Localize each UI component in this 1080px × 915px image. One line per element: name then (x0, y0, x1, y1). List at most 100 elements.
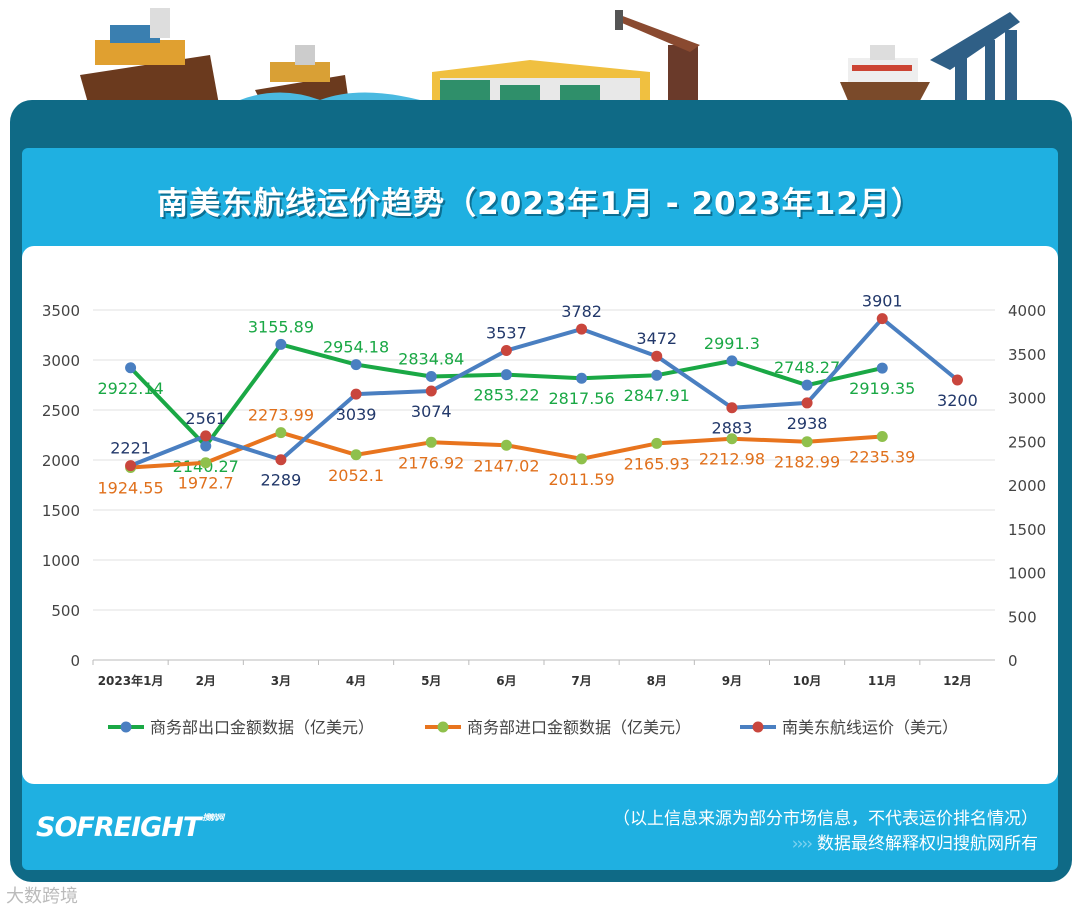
data-label: 1972.7 (178, 474, 234, 493)
data-label: 3782 (561, 302, 602, 321)
data-label: 2182.99 (774, 453, 840, 472)
legend-marker (120, 721, 132, 733)
y-left-tick-label: 3000 (42, 352, 80, 370)
watermark: 大数跨境 (6, 886, 78, 907)
chart-card (22, 246, 1058, 784)
y-right-tick-label: 3000 (1008, 390, 1046, 408)
data-label: 2165.93 (624, 454, 690, 473)
crane-icon (615, 10, 700, 110)
x-tick-label: 8月 (647, 674, 667, 688)
data-point (275, 427, 287, 439)
legend-label: 商务部进口金额数据（亿美元） (467, 718, 691, 737)
data-label: 2919.35 (849, 379, 915, 398)
data-point (801, 397, 813, 409)
y-right-tick-label: 2000 (1008, 477, 1046, 495)
data-point (801, 436, 813, 448)
data-point (576, 323, 588, 335)
data-point (425, 371, 437, 383)
cargo-ship-icon (80, 8, 220, 110)
data-point (125, 362, 137, 374)
data-label: 2817.56 (548, 389, 614, 408)
data-label: 2834.84 (398, 350, 464, 369)
y-left-tick-label: 1500 (42, 502, 80, 520)
x-tick-label: 12月 (943, 674, 972, 688)
y-left-tick-label: 1000 (42, 552, 80, 570)
legend-marker (752, 721, 764, 733)
data-point (350, 449, 362, 461)
x-tick-label: 6月 (496, 674, 516, 688)
data-point (801, 379, 813, 391)
port-crane-icon (930, 12, 1020, 110)
data-point (350, 388, 362, 400)
legend-label: 商务部出口金额数据（亿美元） (150, 718, 374, 737)
data-label: 3901 (862, 292, 903, 311)
data-label: 2883 (712, 419, 753, 438)
data-point (876, 362, 888, 374)
legend-marker (437, 721, 449, 733)
data-point (500, 369, 512, 381)
data-label: 2273.99 (248, 406, 314, 425)
data-point (726, 433, 738, 445)
data-point (651, 437, 663, 449)
data-label: 2938 (787, 414, 828, 433)
x-tick-label: 4月 (346, 674, 366, 688)
data-point (576, 453, 588, 465)
data-label: 2011.59 (548, 470, 614, 489)
x-tick-label: 9月 (722, 674, 742, 688)
y-right-tick-label: 1000 (1008, 565, 1046, 583)
data-point (125, 460, 137, 472)
y-right-tick-label: 0 (1008, 652, 1018, 670)
x-tick-label: 2月 (196, 674, 216, 688)
data-label: 2748.27 (774, 358, 840, 377)
data-point (200, 430, 212, 442)
data-point (275, 338, 287, 350)
x-tick-label: 10月 (793, 674, 822, 688)
y-left-tick-label: 500 (51, 602, 80, 620)
data-point (200, 440, 212, 452)
source-note: （以上信息来源为部分市场信息，不代表运价排名情况） (613, 809, 1038, 829)
y-left-tick-label: 3500 (42, 302, 80, 320)
data-label: 2847.91 (624, 386, 690, 405)
data-point (651, 369, 663, 381)
x-tick-label: 11月 (868, 674, 897, 688)
y-left-tick-label: 2000 (42, 452, 80, 470)
data-label: 2221 (110, 439, 151, 458)
y-right-tick-label: 2500 (1008, 433, 1046, 451)
legend-label: 南美东航线运价（美元） (782, 718, 958, 737)
data-point (651, 350, 663, 362)
arrows-icon: ›››› (791, 834, 813, 854)
data-label: 3472 (636, 329, 677, 348)
data-label: 2561 (185, 409, 226, 428)
rights-note: ›››› 数据最终解释权归搜航网所有 (792, 829, 1038, 854)
y-right-tick-label: 500 (1008, 608, 1037, 626)
data-point (350, 359, 362, 371)
y-right-tick-label: 3500 (1008, 346, 1046, 364)
data-point (425, 385, 437, 397)
data-label: 2235.39 (849, 447, 915, 466)
y-left-tick-label: 2500 (42, 402, 80, 420)
x-tick-label: 3月 (271, 674, 291, 688)
data-point (876, 313, 888, 325)
y-left-tick-label: 0 (70, 652, 80, 670)
data-label: 2147.02 (473, 456, 539, 475)
data-label: 2052.1 (328, 466, 384, 485)
data-label: 3200 (937, 391, 978, 410)
data-point (200, 457, 212, 469)
series-line-2 (129, 316, 959, 468)
data-point (876, 430, 888, 442)
data-label: 3039 (336, 405, 377, 424)
data-label: 2954.18 (323, 338, 389, 357)
x-tick-label: 5月 (421, 674, 441, 688)
data-label: 2212.98 (699, 450, 765, 469)
data-label: 2176.92 (398, 453, 464, 472)
data-point (726, 355, 738, 367)
y-right-tick-label: 4000 (1008, 302, 1046, 320)
sofreight-logo: SOFREIGHT 搜航网 (36, 812, 224, 843)
data-label: 2289 (261, 471, 302, 490)
data-label: 2853.22 (473, 386, 539, 405)
y-right-tick-label: 1500 (1008, 521, 1046, 539)
x-tick-label: 7月 (571, 674, 591, 688)
data-label: 1924.55 (97, 479, 163, 498)
data-label: 3537 (486, 324, 527, 343)
